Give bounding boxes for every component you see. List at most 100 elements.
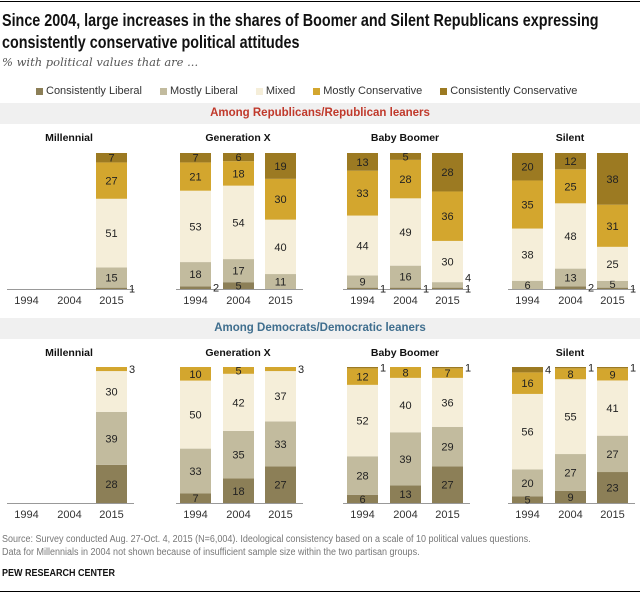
data-label: 16 (521, 378, 533, 390)
data-label: 40 (399, 400, 411, 412)
legend-swatch (313, 87, 321, 95)
bar-segment (555, 490, 586, 503)
section-header-republicans: Among Republicans/Republican leaners (0, 103, 640, 124)
bar-segment (96, 411, 127, 465)
data-label: 27 (441, 480, 453, 492)
panel-title: Millennial (45, 132, 93, 144)
x-tick-label: 1994 (350, 295, 374, 307)
x-tick-label: 2004 (226, 509, 250, 521)
section-label: Among Republicans/Republican leaners (210, 107, 430, 119)
bottom-rule (0, 591, 640, 592)
chart-title: Since 2004, large increases in the share… (2, 10, 599, 52)
bar-segment (347, 170, 378, 216)
bar-segment (512, 496, 543, 503)
bar-segment (223, 259, 254, 283)
bar-segment (390, 432, 421, 486)
bar-segment (96, 371, 127, 412)
data-label: 1 (588, 363, 594, 375)
data-label: 17 (232, 266, 244, 278)
x-tick-label: 1994 (14, 295, 38, 307)
bar-segment (265, 219, 296, 275)
bar-segment (390, 198, 421, 266)
bar-segment (555, 153, 586, 170)
bar-segment (390, 159, 421, 199)
bar-segment (180, 153, 211, 163)
legend-item: Mostly Conservative (313, 85, 422, 97)
x-tick-label: 2004 (393, 509, 417, 521)
bar-segment (96, 367, 127, 372)
data-label: 37 (274, 391, 286, 403)
data-label: 2 (588, 283, 594, 295)
footer: Source: Survey conducted Aug. 27-Oct. 4,… (2, 533, 637, 580)
data-label: 3 (298, 364, 304, 376)
bar-segment (223, 373, 254, 431)
bar-segment (555, 203, 586, 269)
bar-segment (432, 426, 463, 467)
bar-segment (512, 367, 543, 373)
bar-segment (512, 180, 543, 229)
legend-item: Consistently Liberal (36, 85, 142, 97)
data-label: 27 (564, 467, 576, 479)
bar-segment (223, 367, 254, 374)
data-label: 13 (564, 272, 576, 284)
bar-segment (96, 287, 127, 289)
legend-swatch (36, 87, 43, 95)
bar-segment (432, 377, 463, 427)
data-label: 25 (606, 259, 618, 271)
bar-segment (265, 178, 296, 220)
panel-title: Generation X (205, 347, 270, 359)
bar-segment (96, 162, 127, 199)
chart-subtitle: % with political values that are ... (2, 55, 199, 69)
panel-title: Baby Boomer (371, 347, 439, 359)
legend-label: Consistently Conservative (450, 85, 578, 97)
data-label: 8 (402, 367, 408, 379)
bar-segment (180, 448, 211, 494)
data-label: 1 (380, 283, 386, 295)
bar-segment (390, 153, 421, 160)
bar-segment (597, 287, 628, 289)
data-label: 18 (189, 269, 201, 281)
legend-item: Mixed (255, 85, 296, 97)
data-label: 12 (564, 156, 576, 168)
bar-segment (555, 379, 586, 455)
bar-segment (390, 377, 421, 433)
data-label: 4 (465, 272, 471, 284)
legend-swatch (160, 87, 167, 95)
bar-segment (432, 287, 463, 289)
bar-segment (96, 198, 127, 268)
legend-label: Mixed (265, 85, 296, 97)
panel-title: Generation X (205, 132, 270, 144)
data-label: 44 (356, 240, 368, 252)
legend-swatch (440, 87, 448, 95)
x-tick-label: 1994 (515, 509, 539, 521)
data-label: 18 (232, 486, 244, 498)
bar-segment (347, 275, 378, 288)
bar-segment (597, 246, 628, 281)
x-tick-label: 2015 (268, 295, 292, 307)
data-label: 56 (521, 427, 533, 439)
bar-segment (512, 393, 543, 470)
bar-segment (597, 280, 628, 288)
data-label: 5 (402, 151, 408, 163)
panel-title: Millennial (45, 347, 93, 359)
bar-segment (180, 190, 211, 263)
top-rule (0, 1, 640, 2)
bar-segment (347, 494, 378, 503)
x-tick-label: 2015 (99, 509, 123, 521)
data-label: 52 (356, 416, 368, 428)
data-label: 16 (399, 272, 411, 284)
bar-segment (347, 367, 378, 369)
x-tick-label: 2015 (435, 295, 459, 307)
data-label: 28 (441, 167, 453, 179)
bar-segment (347, 384, 378, 457)
bar-segment (555, 286, 586, 289)
data-label: 27 (606, 449, 618, 461)
bar-segment (390, 367, 421, 378)
data-label: 38 (521, 250, 533, 262)
bar-segment (597, 472, 628, 503)
data-label: 30 (274, 194, 286, 206)
data-label: 15 (105, 273, 117, 285)
x-tick-label: 2015 (99, 295, 123, 307)
data-label: 19 (274, 161, 286, 173)
data-label: 39 (399, 454, 411, 466)
